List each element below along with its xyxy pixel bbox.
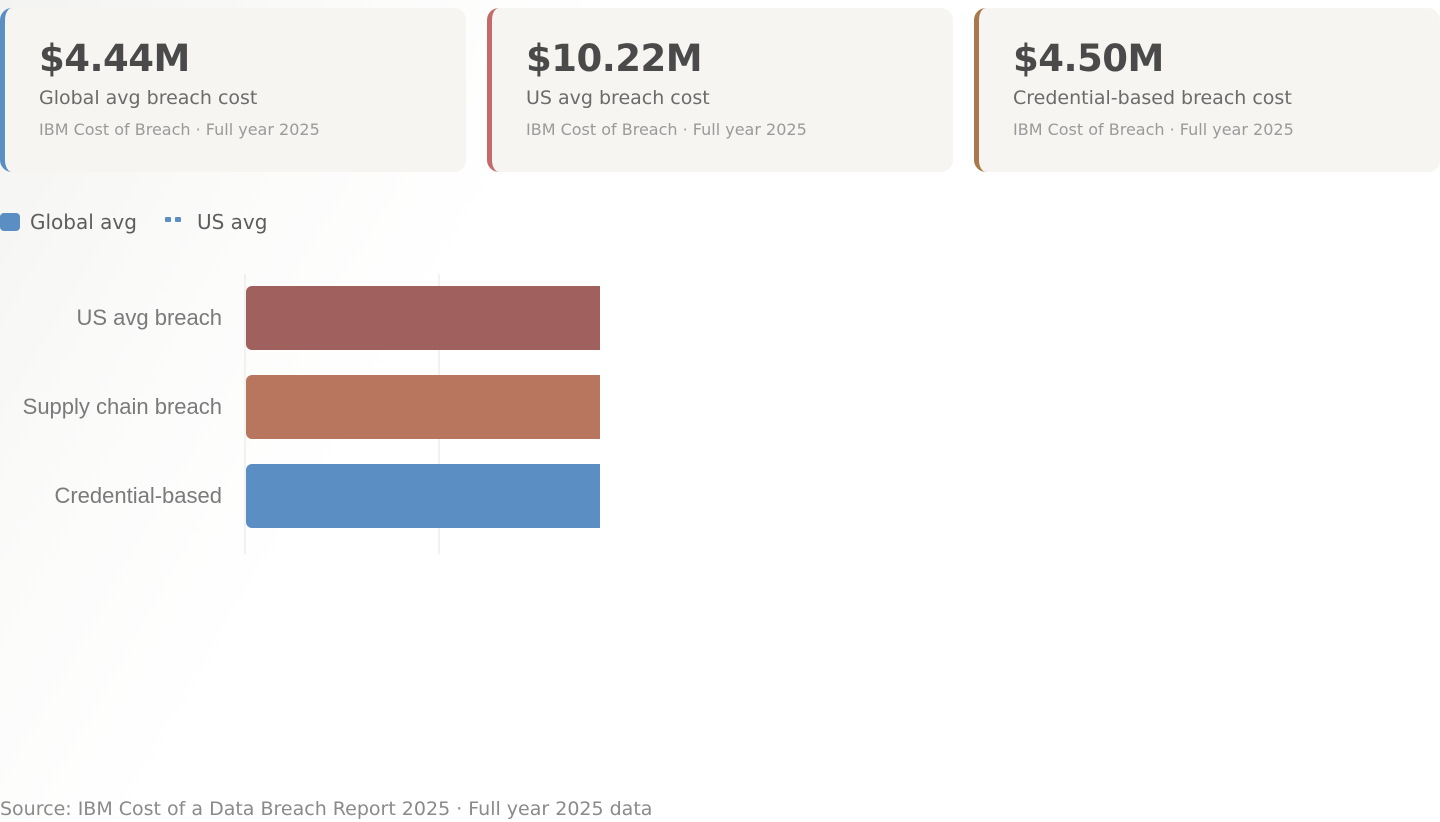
legend-swatch-dotted xyxy=(164,216,185,222)
stat-card-label: Credential-based breach cost xyxy=(1013,87,1292,109)
chart-legend: Global avg US avg xyxy=(0,208,295,236)
bar-supply-chain-breach[interactable] xyxy=(246,375,600,439)
category-label: Supply chain breach xyxy=(23,394,222,419)
legend-item-us-avg[interactable]: US avg xyxy=(164,210,268,234)
stat-card-value: $10.22M xyxy=(526,37,703,80)
category-label: US avg breach xyxy=(76,305,222,330)
legend-swatch-solid xyxy=(0,213,20,231)
bar-us-avg-breach[interactable] xyxy=(246,286,600,350)
stat-card-source: IBM Cost of Breach · Full year 2025 xyxy=(526,120,807,139)
legend-label: Global avg xyxy=(30,210,137,234)
stat-card-source: IBM Cost of Breach · Full year 2025 xyxy=(1013,120,1294,139)
stat-card-label: Global avg breach cost xyxy=(39,87,258,109)
stat-card-us-avg: $10.22M US avg breach cost IBM Cost of B… xyxy=(487,8,953,172)
stat-card-label: US avg breach cost xyxy=(526,87,710,109)
chart-bars xyxy=(246,286,600,528)
stat-card-credential-based: $4.50M Credential-based breach cost IBM … xyxy=(974,8,1440,172)
stat-card-source: IBM Cost of Breach · Full year 2025 xyxy=(39,120,320,139)
bar-chart: US avg breach Supply chain breach Credenti… xyxy=(23,274,600,554)
stat-card-value: $4.44M xyxy=(39,37,190,80)
stat-card-value: $4.50M xyxy=(1013,37,1164,80)
legend-label: US avg xyxy=(196,210,268,234)
legend-item-global-avg[interactable]: Global avg xyxy=(0,210,137,234)
bar-credential-based[interactable] xyxy=(246,464,600,528)
stat-cards: $4.44M Global avg breach cost IBM Cost o… xyxy=(0,8,1440,172)
chart-category-labels: US avg breach Supply chain breach Credenti… xyxy=(23,305,222,508)
source-footer: Source: IBM Cost of a Data Breach Report… xyxy=(0,798,653,820)
category-label: Credential-based xyxy=(54,483,222,508)
stat-card-global-avg: $4.44M Global avg breach cost IBM Cost o… xyxy=(0,8,466,172)
